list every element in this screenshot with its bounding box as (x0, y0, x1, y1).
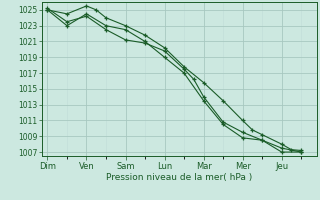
X-axis label: Pression niveau de la mer( hPa ): Pression niveau de la mer( hPa ) (106, 173, 252, 182)
